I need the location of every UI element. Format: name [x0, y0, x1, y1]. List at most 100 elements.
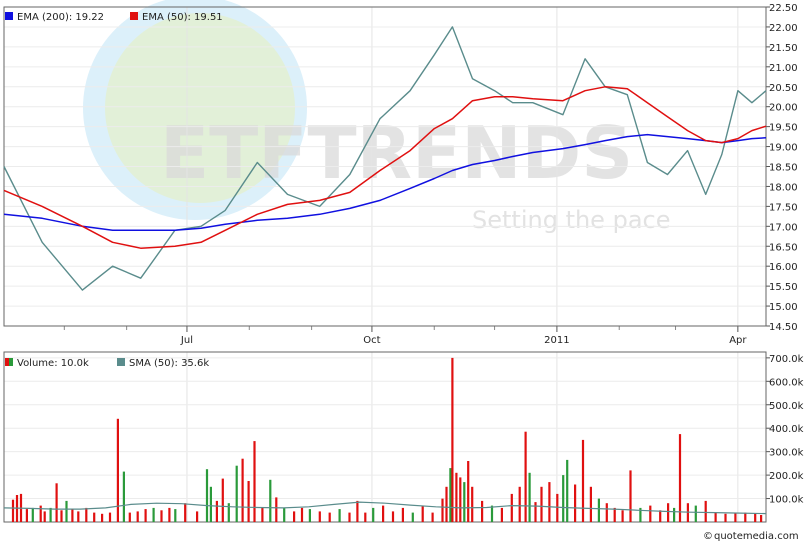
legend-swatch-ema50 [130, 12, 138, 20]
legend-sma50: SMA (50): 35.6k [129, 358, 209, 369]
volume-bar [152, 507, 155, 522]
volume-y-tick-label: 400.0k [769, 424, 804, 435]
volume-bar [168, 507, 171, 522]
y-tick-label: 14.50 [769, 322, 798, 333]
volume-bar [31, 507, 34, 522]
volume-bar [613, 507, 616, 522]
volume-bar [556, 493, 559, 522]
volume-bar [275, 497, 278, 522]
volume-bar [534, 502, 537, 522]
volume-bar [391, 511, 395, 522]
volume-bar [372, 507, 375, 522]
volume-bar [11, 499, 15, 522]
volume-bar [581, 439, 585, 522]
volume-bar [667, 503, 670, 522]
volume-bar [43, 511, 46, 522]
y-tick-label: 15.50 [769, 282, 798, 293]
volume-bar [459, 477, 462, 522]
etf-trends-watermark: ETFTRENDS Setting the pace [83, 0, 670, 234]
y-tick-label: 21.00 [769, 63, 798, 74]
volume-bar [455, 472, 458, 522]
volume-bar [136, 511, 139, 522]
volume-bar [101, 513, 104, 522]
volume-bar [431, 512, 434, 522]
volume-bar [261, 507, 264, 522]
y-tick-label: 18.00 [769, 182, 798, 193]
volume-bar [714, 512, 717, 522]
volume-bar [481, 500, 484, 522]
volume-bar [760, 515, 763, 522]
volume-panel: 700.0k 600.0k 500.0k 400.0k 300.0k 200.0k 100.… [3, 351, 804, 523]
volume-bar [293, 511, 296, 522]
volume-bar [589, 486, 592, 522]
volume-bar [25, 509, 28, 522]
volume-bar [463, 482, 466, 522]
volume-bar [510, 493, 513, 522]
legend-swatch-volume-down [5, 358, 9, 366]
volume-bar [356, 500, 359, 522]
volume-bar [71, 509, 74, 522]
volume-bar [540, 486, 543, 522]
volume-bar [160, 510, 163, 522]
x-tick-label: Apr [729, 335, 747, 346]
volume-bar [562, 475, 565, 522]
y-tick-label: 22.00 [769, 23, 798, 34]
volume-bar [174, 509, 177, 522]
volume-bar [445, 486, 448, 522]
volume-bar [449, 468, 452, 522]
volume-y-tick-label: 300.0k [769, 448, 804, 459]
volume-bar [471, 486, 474, 522]
y-tick-label: 19.00 [769, 143, 798, 154]
volume-bar [283, 507, 286, 522]
volume-legend: Volume: 10.0k SMA (50): 35.6k [5, 358, 209, 369]
volume-bar [144, 509, 147, 522]
volume-bar [65, 500, 68, 522]
volume-bar [253, 441, 256, 522]
volume-plot-border [3, 351, 767, 523]
volume-bar [500, 507, 503, 522]
volume-bar [205, 469, 209, 522]
volume-bar [451, 357, 454, 522]
x-tick-label: Oct [363, 335, 380, 346]
volume-bar [639, 507, 642, 522]
volume-bar [235, 465, 238, 522]
volume-bar [382, 505, 385, 522]
volume-bar [39, 505, 42, 522]
y-tick-label: 20.50 [769, 83, 798, 94]
volume-y-tick-label: 600.0k [769, 377, 804, 388]
volume-bar [548, 482, 551, 522]
volume-bar [401, 507, 404, 522]
volume-bar [467, 461, 470, 522]
y-tick-label: 18.50 [769, 163, 798, 174]
volume-bar [269, 479, 272, 522]
volume-bar [524, 431, 527, 522]
volume-bar [227, 503, 230, 522]
volume-bar [754, 513, 757, 522]
y-tick-label: 21.50 [769, 43, 798, 54]
volume-bar [566, 459, 569, 522]
volume-y-tick-label: 100.0k [769, 495, 804, 506]
volume-bar [308, 509, 311, 522]
volume-bar [77, 511, 80, 522]
watermark-logo-text: ETFTRENDS [160, 111, 633, 195]
volume-bar [85, 507, 88, 522]
volume-bar [241, 458, 244, 522]
legend-swatch-volume-up [9, 358, 13, 366]
volume-bar [744, 512, 747, 522]
volume-bar [528, 472, 531, 522]
legend-volume: Volume: 10.0k [17, 358, 89, 369]
y-tick-label: 16.00 [769, 262, 798, 273]
y-tick-label: 17.00 [769, 222, 798, 233]
volume-bar [421, 505, 424, 522]
copyright-icon: © [703, 531, 713, 542]
volume-bar [441, 498, 444, 522]
volume-bar [348, 512, 351, 522]
volume-bar [128, 512, 131, 522]
volume-bar [724, 513, 727, 522]
volume-y-tick-label: 700.0k [769, 354, 804, 365]
volume-bar [411, 512, 414, 522]
volume-bar [704, 500, 707, 522]
volume-bar [678, 434, 682, 522]
legend-swatch-ema200 [5, 12, 13, 20]
legend-ema50: EMA (50): 19.51 [142, 12, 223, 23]
